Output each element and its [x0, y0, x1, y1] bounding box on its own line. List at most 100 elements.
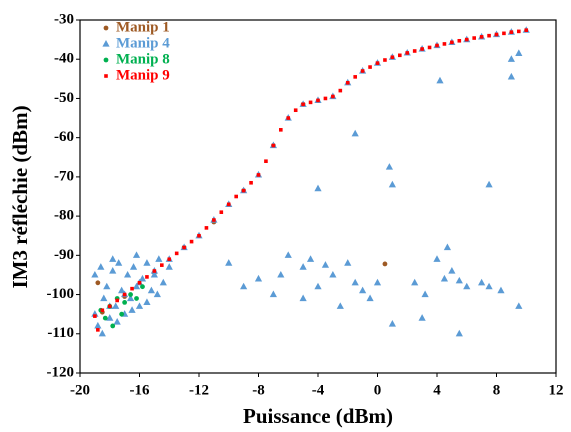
data-point — [421, 290, 429, 298]
legend-label: Manip 8 — [116, 51, 170, 67]
data-point — [329, 270, 337, 278]
data-point — [277, 270, 285, 278]
data-point — [440, 274, 449, 282]
x-tick-label: -16 — [130, 382, 150, 398]
data-point — [411, 278, 419, 286]
legend-marker — [102, 40, 110, 47]
data-point — [321, 261, 330, 268]
data-point — [130, 286, 134, 291]
data-point — [103, 282, 111, 290]
data-point — [455, 276, 463, 284]
data-point — [145, 275, 149, 279]
data-point — [345, 80, 350, 85]
data-point — [385, 163, 393, 170]
data-point — [159, 278, 167, 286]
data-point — [331, 94, 335, 99]
data-point — [375, 61, 380, 65]
data-point — [174, 251, 179, 256]
data-point — [524, 28, 529, 32]
data-point — [132, 251, 141, 258]
data-point — [150, 270, 158, 278]
data-point — [382, 261, 388, 267]
x-tick-label: 4 — [433, 382, 441, 398]
data-point — [457, 38, 462, 43]
data-point — [383, 58, 387, 62]
data-point — [135, 302, 144, 309]
data-point — [507, 72, 515, 80]
x-tick-label: -8 — [252, 382, 265, 398]
data-point — [388, 319, 396, 327]
data-point — [96, 328, 100, 332]
data-point — [390, 55, 395, 60]
legend-marker — [103, 57, 109, 63]
data-point — [91, 270, 99, 278]
data-point — [286, 116, 291, 120]
data-point — [436, 76, 444, 84]
data-point — [472, 36, 476, 40]
data-point — [351, 129, 359, 137]
data-point — [485, 282, 493, 290]
data-point — [212, 218, 216, 222]
data-point — [132, 282, 141, 290]
data-point — [256, 173, 261, 177]
data-point — [115, 298, 119, 303]
data-point — [284, 251, 292, 258]
y-tick-label: -110 — [47, 325, 74, 341]
data-point — [241, 188, 246, 193]
data-point — [126, 294, 135, 302]
data-point — [94, 321, 102, 329]
data-point — [443, 243, 452, 251]
data-point — [427, 45, 432, 50]
data-point — [134, 296, 139, 301]
data-point — [412, 49, 417, 53]
data-point — [279, 128, 283, 132]
data-point — [455, 329, 463, 337]
data-point — [143, 259, 151, 266]
data-point — [109, 267, 117, 274]
data-point — [360, 69, 365, 73]
data-point — [359, 286, 367, 294]
x-tick-label: 12 — [549, 382, 564, 398]
data-point — [147, 286, 155, 294]
data-point — [143, 298, 151, 305]
data-point — [122, 300, 128, 305]
data-point — [140, 284, 145, 290]
y-tick-label: -90 — [54, 247, 74, 263]
data-point — [219, 210, 224, 214]
data-point — [124, 270, 132, 278]
data-point — [160, 263, 164, 267]
data-point — [95, 280, 101, 286]
legend-label: Manip 9 — [116, 67, 170, 83]
data-point — [119, 311, 125, 317]
data-point — [271, 143, 276, 148]
data-point — [269, 290, 277, 298]
data-point — [128, 306, 136, 313]
y-axis-title: IM3 réfléchie (dBm) — [8, 105, 32, 288]
data-point — [293, 108, 298, 113]
data-point — [323, 96, 328, 101]
data-point — [338, 88, 343, 93]
x-tick-label: -20 — [70, 382, 90, 398]
data-point — [155, 255, 163, 262]
data-point — [97, 263, 105, 270]
data-point — [405, 51, 410, 55]
data-point — [308, 100, 313, 105]
legend-label: Manip 4 — [116, 35, 170, 51]
data-point — [368, 65, 372, 69]
data-point — [167, 257, 172, 262]
data-point — [137, 280, 142, 285]
data-point — [225, 259, 233, 266]
data-point — [118, 286, 126, 294]
y-tick-label: -70 — [54, 168, 74, 184]
x-tick-label: -12 — [189, 382, 209, 398]
x-tick-label: -4 — [312, 382, 325, 398]
data-point — [479, 35, 484, 39]
data-point — [153, 290, 161, 298]
data-point — [316, 98, 320, 103]
data-point — [366, 294, 374, 302]
data-point — [240, 282, 248, 290]
data-point — [197, 233, 201, 238]
data-point — [165, 263, 173, 270]
data-point — [485, 180, 493, 188]
